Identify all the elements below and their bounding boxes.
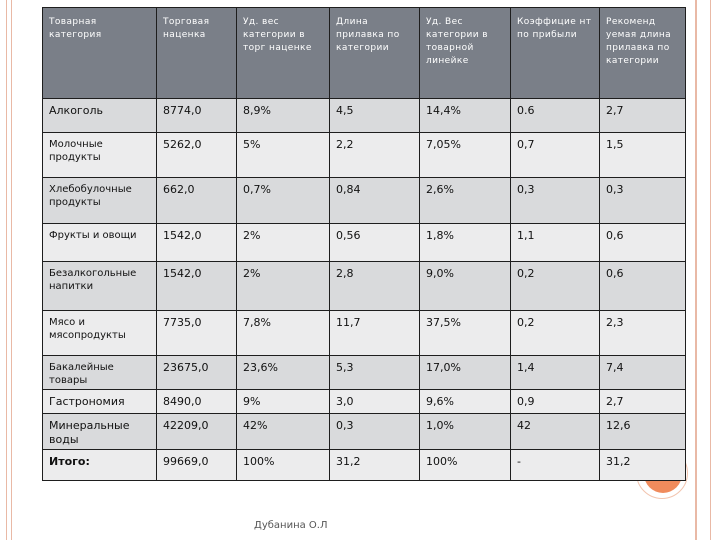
cell-recommended-length: 31,2 — [599, 449, 686, 481]
table-row: Хлебобулочные продукты 662,0 0,7% 0,84 2… — [42, 177, 686, 224]
cell-markup-share: 5% — [236, 132, 330, 178]
cell-counter-length: 0,84 — [329, 177, 420, 224]
cell-recommended-length: 2,7 — [599, 389, 686, 414]
cell-category: Безалкогольные напитки — [42, 261, 157, 311]
cell-line-share: 7,05% — [419, 132, 511, 178]
header-line-share: Уд. Вес категории в товарной линейке — [419, 7, 511, 99]
cell-profit-coefficient: 0,7 — [510, 132, 600, 178]
table-header-row: Товарная категория Торговая наценка Уд. … — [42, 7, 686, 99]
header-markup-share: Уд. вес категории в торг наценке — [236, 7, 330, 99]
cell-markup-share: 8,9% — [236, 98, 330, 133]
author-footer: Дубанина О.Л — [254, 520, 328, 531]
cell-profit-coefficient: 0.6 — [510, 98, 600, 133]
cell-line-share: 1,8% — [419, 223, 511, 262]
cell-markup: 8490,0 — [156, 389, 237, 414]
cell-profit-coefficient: 0,3 — [510, 177, 600, 224]
cell-markup: 1542,0 — [156, 223, 237, 262]
cell-line-share: 9,0% — [419, 261, 511, 311]
cell-line-share: 37,5% — [419, 310, 511, 356]
cell-line-share: 100% — [419, 449, 511, 481]
cell-category: Итого: — [42, 449, 157, 481]
cell-markup: 7735,0 — [156, 310, 237, 356]
table-row: Мясо и мясопродукты 7735,0 7,8% 11,7 37,… — [42, 310, 686, 356]
header-markup: Торговая наценка — [156, 7, 237, 99]
cell-markup: 99669,0 — [156, 449, 237, 481]
header-counter-length: Длина прилавка по категории — [329, 7, 420, 99]
cell-counter-length: 2,8 — [329, 261, 420, 311]
cell-line-share: 2,6% — [419, 177, 511, 224]
cell-category: Молочные продукты — [42, 132, 157, 178]
cell-recommended-length: 7,4 — [599, 355, 686, 390]
cell-markup: 5262,0 — [156, 132, 237, 178]
table-row: Молочные продукты 5262,0 5% 2,2 7,05% 0,… — [42, 132, 686, 178]
cell-markup-share: 0,7% — [236, 177, 330, 224]
cell-category: Фрукты и овощи — [42, 223, 157, 262]
cell-counter-length: 2,2 — [329, 132, 420, 178]
cell-counter-length: 4,5 — [329, 98, 420, 133]
category-table: Товарная категория Торговая наценка Уд. … — [42, 7, 686, 481]
left-frame-decoration — [6, 0, 12, 540]
cell-counter-length: 0,56 — [329, 223, 420, 262]
cell-line-share: 1,0% — [419, 413, 511, 450]
cell-category: Мясо и мясопродукты — [42, 310, 157, 356]
cell-profit-coefficient: 42 — [510, 413, 600, 450]
cell-markup: 8774,0 — [156, 98, 237, 133]
cell-profit-coefficient: 0,2 — [510, 261, 600, 311]
cell-recommended-length: 12,6 — [599, 413, 686, 450]
cell-counter-length: 5,3 — [329, 355, 420, 390]
cell-counter-length: 0,3 — [329, 413, 420, 450]
cell-recommended-length: 0,6 — [599, 261, 686, 311]
cell-category: Гастрономия — [42, 389, 157, 414]
cell-category: Алкоголь — [42, 98, 157, 133]
cell-recommended-length: 2,3 — [599, 310, 686, 356]
cell-recommended-length: 1,5 — [599, 132, 686, 178]
cell-markup-share: 100% — [236, 449, 330, 481]
table-row: Бакалейные товары 23675,0 23,6% 5,3 17,0… — [42, 355, 686, 390]
cell-line-share: 9,6% — [419, 389, 511, 414]
cell-markup-share: 2% — [236, 223, 330, 262]
table-row-total: Итого: 99669,0 100% 31,2 100% - 31,2 — [42, 449, 686, 481]
cell-markup: 662,0 — [156, 177, 237, 224]
cell-line-share: 14,4% — [419, 98, 511, 133]
cell-markup: 23675,0 — [156, 355, 237, 390]
cell-category: Хлебобулочные продукты — [42, 177, 157, 224]
cell-counter-length: 11,7 — [329, 310, 420, 356]
cell-counter-length: 31,2 — [329, 449, 420, 481]
right-frame-decoration — [695, 0, 711, 540]
cell-category: Бакалейные товары — [42, 355, 157, 390]
header-category: Товарная категория — [42, 7, 157, 99]
cell-markup-share: 2% — [236, 261, 330, 311]
cell-markup-share: 9% — [236, 389, 330, 414]
cell-line-share: 17,0% — [419, 355, 511, 390]
cell-profit-coefficient: - — [510, 449, 600, 481]
header-recommended-length: Рекоменд уемая длина прилавка по категор… — [599, 7, 686, 99]
cell-markup-share: 7,8% — [236, 310, 330, 356]
table-row: Фрукты и овощи 1542,0 2% 0,56 1,8% 1,1 0… — [42, 223, 686, 262]
cell-counter-length: 3,0 — [329, 389, 420, 414]
cell-markup: 1542,0 — [156, 261, 237, 311]
cell-profit-coefficient: 0,2 — [510, 310, 600, 356]
table-row: Гастрономия 8490,0 9% 3,0 9,6% 0,9 2,7 — [42, 389, 686, 414]
cell-profit-coefficient: 1,4 — [510, 355, 600, 390]
cell-profit-coefficient: 0,9 — [510, 389, 600, 414]
cell-markup-share: 42% — [236, 413, 330, 450]
table-row: Безалкогольные напитки 1542,0 2% 2,8 9,0… — [42, 261, 686, 311]
cell-markup: 42209,0 — [156, 413, 237, 450]
cell-recommended-length: 2,7 — [599, 98, 686, 133]
cell-recommended-length: 0,6 — [599, 223, 686, 262]
cell-markup-share: 23,6% — [236, 355, 330, 390]
table-row: Алкоголь 8774,0 8,9% 4,5 14,4% 0.6 2,7 — [42, 98, 686, 133]
table-row: Минеральные воды 42209,0 42% 0,3 1,0% 42… — [42, 413, 686, 450]
header-profit-coefficient: Коэффицие нт по прибыли — [510, 7, 600, 99]
cell-profit-coefficient: 1,1 — [510, 223, 600, 262]
cell-recommended-length: 0,3 — [599, 177, 686, 224]
cell-category: Минеральные воды — [42, 413, 157, 450]
